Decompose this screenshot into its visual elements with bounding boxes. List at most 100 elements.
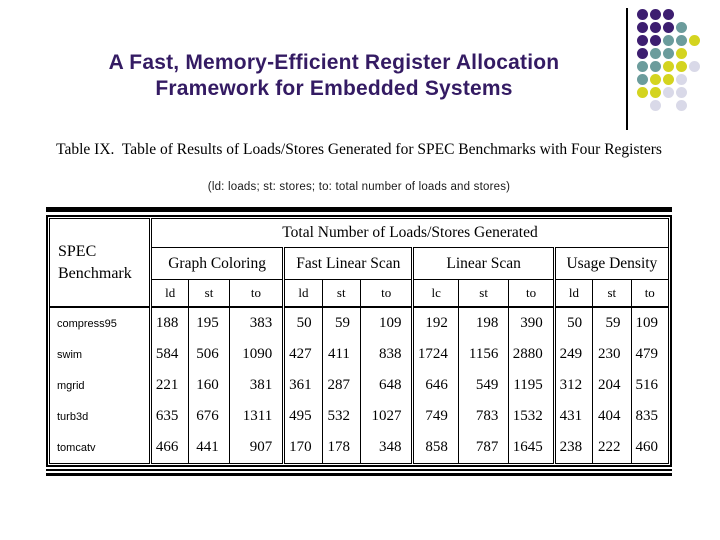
value-cell: 648: [359, 370, 413, 401]
value-cell: 2880: [508, 339, 555, 370]
decoration-dot-grid: [637, 9, 702, 113]
subcol-header: ld: [150, 279, 189, 308]
decoration-dot: [650, 9, 661, 20]
decoration-dot: [637, 87, 648, 98]
value-cell: 383: [228, 307, 284, 339]
value-cell: 495: [282, 401, 323, 432]
value-cell: 1156: [457, 339, 509, 370]
value-cell: 1090: [228, 339, 284, 370]
value-cell: 312: [552, 370, 593, 401]
span-header: Total Number of Loads/Stores Generated: [148, 218, 669, 248]
value-cell: 427: [282, 339, 323, 370]
value-cell: 50: [282, 307, 323, 339]
decoration-dot: [650, 74, 661, 85]
value-cell: 287: [321, 370, 361, 401]
value-cell: 204: [592, 370, 632, 401]
decoration-dot: [650, 22, 661, 33]
value-cell: 460: [630, 432, 669, 464]
value-cell: 1027: [359, 401, 413, 432]
decoration-dot: [663, 9, 674, 20]
value-cell: 195: [188, 307, 230, 339]
slide-title-line2: Framework for Embedded Systems: [155, 77, 513, 100]
table-body: compress95 188 195 383 50 59 109 192 198 390 50 59 1…: [49, 307, 669, 464]
benchmark-cell: mgrid: [49, 370, 152, 401]
decoration-dot: [637, 22, 648, 33]
decoration-dot: [676, 35, 687, 46]
spec-benchmark-header-line2: Benchmark: [58, 264, 132, 282]
decoration-dot: [676, 61, 687, 72]
decoration-dot: [663, 74, 674, 85]
value-cell: 411: [321, 339, 361, 370]
table-row: compress95 188 195 383 50 59 109 192 198 390 50 59 1…: [49, 307, 669, 339]
decoration-dot: [650, 48, 661, 59]
decoration-dot: [676, 87, 687, 98]
table-legend-note: (ld: loads; st: stores; to: total number…: [207, 181, 511, 193]
value-cell: 466: [148, 432, 189, 464]
value-cell: 59: [592, 307, 632, 339]
value-cell: 238: [552, 432, 593, 464]
value-cell: 787: [457, 432, 509, 464]
value-cell: 178: [321, 432, 361, 464]
subcol-header: to: [228, 279, 284, 308]
table-border-frame: SPEC Benchmark Total Number of Loads/Sto…: [46, 215, 672, 467]
subcol-header: st: [188, 279, 230, 308]
value-cell: 1311: [228, 401, 284, 432]
value-cell: 188: [148, 307, 189, 339]
value-cell: 404: [592, 401, 632, 432]
value-cell: 516: [630, 370, 669, 401]
value-cell: 441: [188, 432, 230, 464]
decoration-dot: [637, 35, 648, 46]
results-table: SPEC Benchmark Total Number of Loads/Sto…: [49, 218, 669, 464]
spec-benchmark-header-line1: SPEC: [58, 242, 97, 260]
decoration-dot: [676, 22, 687, 33]
decoration-dot: [663, 87, 674, 98]
value-cell: 1724: [411, 339, 459, 370]
decoration-dot: [650, 100, 661, 111]
table-bottom-rule: [46, 469, 672, 476]
value-cell: 348: [359, 432, 413, 464]
value-cell: 532: [321, 401, 361, 432]
decoration-dot: [689, 61, 700, 72]
value-cell: 838: [359, 339, 413, 370]
decoration-dot: [650, 61, 661, 72]
decoration-dot: [650, 87, 661, 98]
subcol-header: ld: [282, 279, 323, 308]
decoration-dot: [663, 48, 674, 59]
value-cell: 635: [148, 401, 189, 432]
value-cell: 431: [552, 401, 593, 432]
value-cell: 361: [282, 370, 323, 401]
value-cell: 676: [188, 401, 230, 432]
table-row: tomcatv 466 441 907 170 178 348 858 787 1645 238 22…: [49, 432, 669, 464]
decoration-dot: [676, 48, 687, 59]
value-cell: 390: [508, 307, 555, 339]
benchmark-cell: compress95: [49, 307, 152, 339]
table-row: mgrid 221 160 381 361 287 648 646 549 1195 312 204 5…: [49, 370, 669, 401]
subcol-header: lc: [411, 279, 459, 308]
decoration-dot: [676, 100, 687, 111]
value-cell: 170: [282, 432, 323, 464]
slide-title-line1: A Fast, Memory-Efficient Register Alloca…: [108, 51, 560, 74]
decoration-dot: [637, 9, 648, 20]
value-cell: 222: [592, 432, 632, 464]
value-cell: 549: [457, 370, 509, 401]
group-header-usage-density: Usage Density: [552, 247, 669, 280]
value-cell: 907: [228, 432, 284, 464]
value-cell: 381: [228, 370, 284, 401]
decoration-dot: [637, 74, 648, 85]
subcol-header: st: [321, 279, 361, 308]
subcol-header: st: [592, 279, 632, 308]
value-cell: 506: [188, 339, 230, 370]
table-row: turb3d 635 676 1311 495 532 1027 749 783 1532 431 4…: [49, 401, 669, 432]
value-cell: 584: [148, 339, 189, 370]
decoration-dot: [689, 35, 700, 46]
value-cell: 59: [321, 307, 361, 339]
value-cell: 858: [411, 432, 459, 464]
value-cell: 198: [457, 307, 509, 339]
value-cell: 50: [552, 307, 593, 339]
decoration-vertical-line: [626, 8, 628, 130]
decoration-dot: [637, 48, 648, 59]
value-cell: 249: [552, 339, 593, 370]
spec-benchmark-header: SPEC Benchmark: [49, 218, 152, 308]
value-cell: 160: [188, 370, 230, 401]
